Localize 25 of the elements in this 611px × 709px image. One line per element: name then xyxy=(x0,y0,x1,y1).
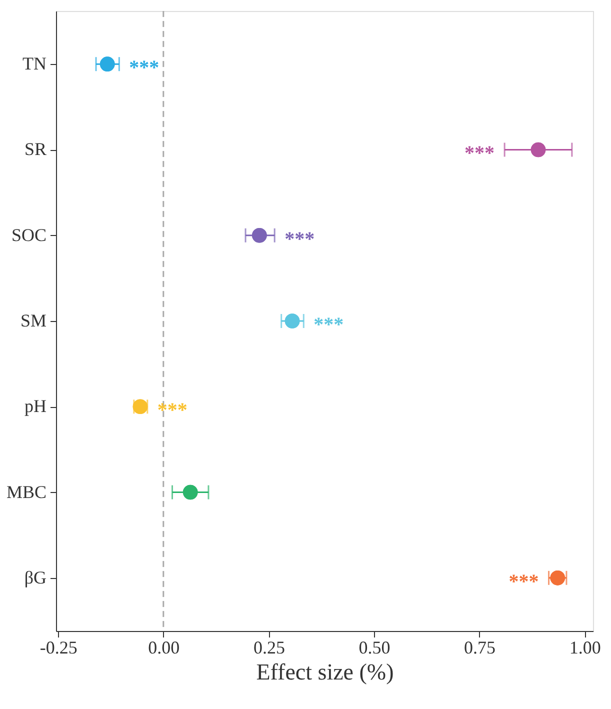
point xyxy=(284,314,300,328)
x-tick-label: 1.00 xyxy=(569,638,601,658)
y-tick-label: MBC xyxy=(6,482,46,502)
y-tick-label: βG xyxy=(24,567,46,588)
y-tick-label: pH xyxy=(24,396,46,416)
x-tick-label: 0.75 xyxy=(464,638,496,658)
point xyxy=(530,142,546,158)
x-axis-title: Effect size (%) xyxy=(256,660,394,684)
y-tick-label: TN xyxy=(22,54,46,74)
point xyxy=(252,228,267,243)
x-tick-label: 0.25 xyxy=(253,638,285,658)
y-tick-label: SM xyxy=(20,310,46,330)
point xyxy=(100,56,115,72)
data-label: *** xyxy=(129,57,160,80)
data-label: *** xyxy=(464,142,495,165)
data-label: *** xyxy=(314,314,344,336)
point xyxy=(182,484,198,500)
x-tick-label: 0.50 xyxy=(358,638,390,658)
y-tick-label: SR xyxy=(24,139,46,160)
y-tick-label: SOC xyxy=(11,224,46,245)
x-tick-label: 0.00 xyxy=(148,638,180,658)
data-label: *** xyxy=(508,570,539,593)
data-label: *** xyxy=(284,228,315,250)
data-label: *** xyxy=(157,400,188,422)
x-tick-label: -0.25 xyxy=(40,638,78,658)
